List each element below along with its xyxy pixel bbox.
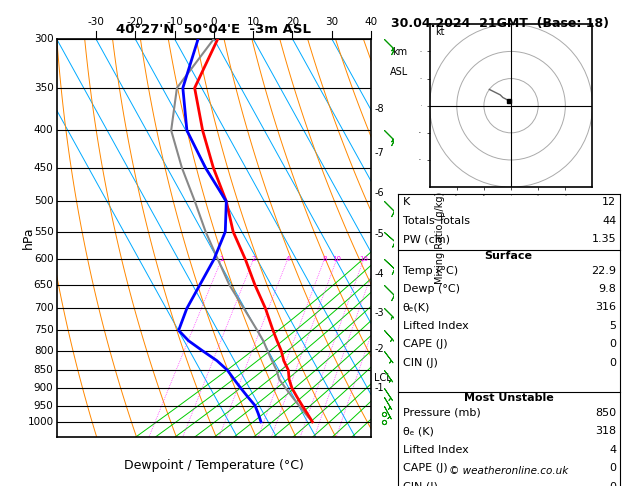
Text: 0: 0	[211, 17, 217, 27]
Text: 9.8: 9.8	[599, 284, 616, 294]
Text: -8: -8	[374, 104, 384, 114]
Text: 318: 318	[595, 426, 616, 436]
Text: km: km	[392, 47, 407, 57]
Text: PW (cm): PW (cm)	[403, 234, 450, 244]
Text: -30: -30	[87, 17, 104, 27]
Text: ASL: ASL	[390, 67, 409, 77]
Text: θₑ(K): θₑ(K)	[403, 302, 430, 312]
Text: 800: 800	[34, 346, 53, 356]
Text: -4: -4	[374, 269, 384, 279]
Text: 900: 900	[34, 383, 53, 393]
Text: 0: 0	[610, 482, 616, 486]
Text: -20: -20	[127, 17, 143, 27]
Text: Totals Totals: Totals Totals	[403, 216, 470, 226]
Text: 550: 550	[34, 226, 53, 237]
Text: 0: 0	[610, 463, 616, 473]
Text: 20: 20	[286, 17, 299, 27]
Text: 600: 600	[34, 254, 53, 264]
Text: 850: 850	[595, 408, 616, 417]
Text: Dewpoint / Temperature (°C): Dewpoint / Temperature (°C)	[124, 459, 304, 472]
Text: -5: -5	[374, 229, 384, 239]
Text: 4: 4	[610, 445, 616, 454]
Text: Dewp (°C): Dewp (°C)	[403, 284, 460, 294]
Text: 5: 5	[610, 321, 616, 331]
Text: Temp (°C): Temp (°C)	[403, 265, 458, 276]
Text: 0: 0	[610, 358, 616, 368]
Text: 750: 750	[34, 325, 53, 335]
Text: θₑ (K): θₑ (K)	[403, 426, 433, 436]
Text: 44: 44	[602, 216, 616, 226]
Text: 2: 2	[251, 257, 255, 262]
Text: 850: 850	[34, 365, 53, 375]
Text: 10: 10	[332, 257, 341, 262]
Text: CAPE (J): CAPE (J)	[403, 463, 447, 473]
Text: Surface: Surface	[484, 251, 533, 260]
Text: -1: -1	[374, 382, 384, 393]
Text: 350: 350	[34, 83, 53, 93]
Text: Pressure (mb): Pressure (mb)	[403, 408, 481, 417]
Text: 1: 1	[220, 257, 224, 262]
Text: 30: 30	[325, 17, 338, 27]
Text: © weatheronline.co.uk: © weatheronline.co.uk	[449, 466, 568, 476]
Text: hPa: hPa	[22, 227, 35, 249]
Text: 400: 400	[34, 125, 53, 136]
Text: Lifted Index: Lifted Index	[403, 321, 469, 331]
Text: kt: kt	[435, 27, 445, 37]
Text: 1000: 1000	[27, 417, 53, 427]
Text: -2: -2	[374, 344, 384, 354]
Text: Mixing Ratio (g/kg): Mixing Ratio (g/kg)	[435, 192, 445, 284]
Text: 4: 4	[286, 257, 290, 262]
Text: -10: -10	[166, 17, 183, 27]
Text: 16: 16	[359, 257, 368, 262]
Title: 40°27'N  50°04'E  -3m ASL: 40°27'N 50°04'E -3m ASL	[116, 23, 311, 36]
Text: LCL: LCL	[374, 373, 392, 382]
Text: 12: 12	[603, 197, 616, 207]
Text: 450: 450	[34, 163, 53, 173]
Text: -3: -3	[374, 308, 384, 318]
Text: 10: 10	[247, 17, 260, 27]
Text: 950: 950	[34, 400, 53, 411]
Text: 40: 40	[365, 17, 377, 27]
Text: 1.35: 1.35	[592, 234, 616, 244]
Text: 22.9: 22.9	[591, 265, 616, 276]
Text: 650: 650	[34, 280, 53, 290]
Text: 300: 300	[34, 34, 53, 44]
Text: CIN (J): CIN (J)	[403, 358, 437, 368]
Text: 500: 500	[34, 196, 53, 207]
Text: -7: -7	[374, 148, 384, 157]
Text: -6: -6	[374, 188, 384, 198]
Text: CIN (J): CIN (J)	[403, 482, 437, 486]
Text: 700: 700	[34, 303, 53, 313]
Text: CAPE (J): CAPE (J)	[403, 339, 447, 349]
Text: 0: 0	[610, 339, 616, 349]
Text: K: K	[403, 197, 410, 207]
Text: 316: 316	[596, 302, 616, 312]
Text: Lifted Index: Lifted Index	[403, 445, 469, 454]
Text: Most Unstable: Most Unstable	[464, 393, 554, 403]
Text: 30.04.2024  21GMT  (Base: 18): 30.04.2024 21GMT (Base: 18)	[391, 17, 609, 30]
Text: 8: 8	[322, 257, 326, 262]
